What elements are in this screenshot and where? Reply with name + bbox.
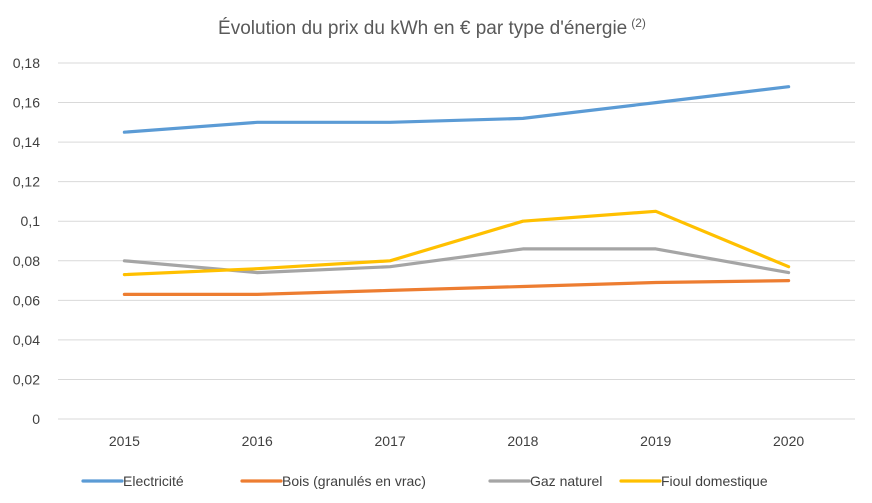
y-tick-label: 0: [32, 411, 40, 427]
legend-label: Bois (granulés en vrac): [282, 473, 426, 489]
y-tick-label: 0,16: [13, 95, 40, 111]
y-tick-label: 0,06: [13, 292, 40, 308]
chart-title: Évolution du prix du kWh en € par type d…: [218, 16, 646, 39]
x-tick-label: 2016: [242, 433, 273, 449]
x-tick-label: 2020: [773, 433, 804, 449]
y-tick-label: 0,08: [13, 253, 40, 269]
x-tick-label: 2017: [375, 433, 406, 449]
series-line-2: [122, 279, 791, 296]
y-tick-label: 0,02: [13, 371, 40, 387]
series-lines: [122, 85, 791, 296]
y-tick-label: 0,04: [13, 332, 40, 348]
series-line-4: [122, 209, 791, 277]
y-tick-label: 0,12: [13, 174, 40, 190]
legend: Electricité Bois (granulés en vrac) Gaz na…: [81, 473, 768, 489]
legend-label: Gaz naturel: [530, 473, 602, 489]
y-axis-ticks: 0 0,02 0,04 0,06 0,08 0,1 0,12 0,14 0,16 0,18: [13, 55, 40, 427]
x-tick-label: 2015: [109, 433, 140, 449]
y-tick-label: 0,1: [21, 213, 41, 229]
y-tick-label: 0,18: [13, 55, 40, 71]
series-line-1: [122, 85, 791, 134]
x-axis-ticks: 2015 2016 2017 2018 2019 2020: [109, 433, 805, 449]
grid-lines: [58, 62, 855, 420]
y-tick-label: 0,14: [13, 134, 40, 150]
chart-title-superscript: (2): [631, 16, 646, 30]
x-tick-label: 2019: [640, 433, 671, 449]
legend-label: Fioul domestique: [661, 473, 768, 489]
legend-label: Electricité: [123, 473, 184, 489]
x-tick-label: 2018: [507, 433, 538, 449]
chart-title-text: Évolution du prix du kWh en € par type d…: [218, 18, 627, 39]
